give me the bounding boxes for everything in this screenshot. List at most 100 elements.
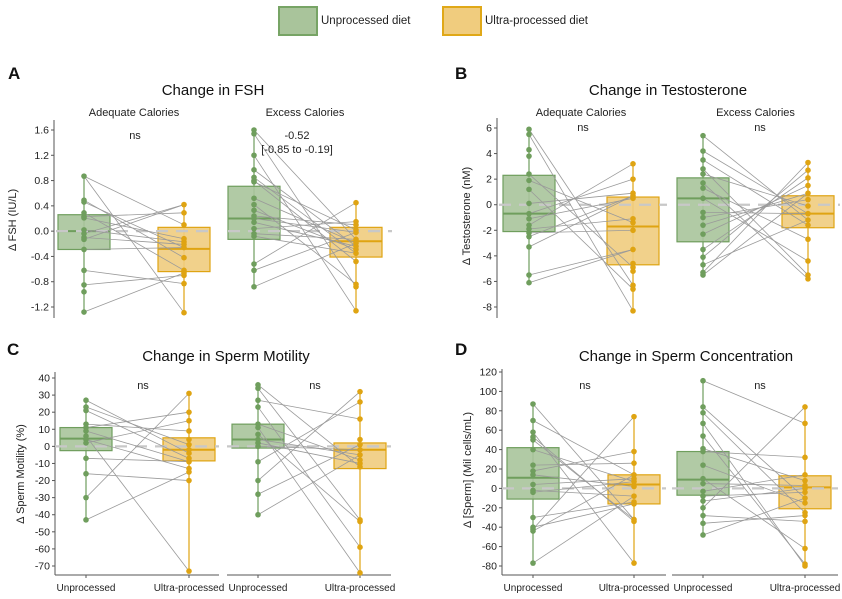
panel-b-pair-line [528, 192, 634, 204]
panel-d-y-tick-label: 80 [485, 405, 497, 417]
panel-b-pair-line [528, 180, 634, 223]
panel-c-point-ultra-processed [357, 452, 363, 458]
panel-d-point-unprocessed [530, 437, 536, 443]
panel-b-pair-line [702, 219, 809, 266]
panel-c-pair-line [257, 442, 361, 464]
panel-d-point-unprocessed [530, 528, 536, 534]
panel-c-x-tick-label: Ultra-processed [325, 583, 396, 594]
panel-a-point-unprocessed [251, 179, 257, 185]
panel-d-pair-line [702, 406, 806, 499]
panel-d-point-unprocessed [700, 404, 706, 410]
panel-b-y-tick-label: -2 [483, 225, 492, 237]
panel-a-point-unprocessed [251, 267, 257, 274]
panel-a-point-unprocessed [81, 267, 87, 274]
panel-b-pair-line [702, 135, 809, 221]
panel-a-point-ultra-processed [181, 280, 187, 287]
panel-c-pair-line [85, 457, 190, 463]
panel-b-point-unprocessed [526, 171, 532, 177]
panel-d-point-unprocessed [700, 448, 706, 455]
panel-d-point-unprocessed [530, 417, 536, 424]
panel-a-pair-line [83, 237, 185, 245]
panel-a-y-tick-label: -0.8 [31, 276, 49, 288]
panel-b-pair-line [528, 129, 634, 286]
panel-d-pair-line [702, 435, 806, 565]
panel-d-point-ultra-processed [631, 478, 637, 485]
legend-item-ultra-processed: Ultra-processed diet [442, 6, 588, 36]
panel-d-point-unprocessed [700, 377, 706, 384]
panel-b-pair-line [702, 211, 809, 215]
panel-c-point-ultra-processed [357, 416, 363, 422]
panel-a-pair-line [83, 212, 185, 271]
panel-d-annotation: ns [579, 380, 591, 392]
panel-a-pair-line [83, 175, 185, 226]
panel-d-y-tick-label: 100 [479, 386, 497, 398]
panel-c-pair-line [257, 391, 361, 481]
panel-c-pair-line [257, 423, 361, 461]
panel-b-point-ultra-processed [805, 276, 811, 282]
panel-a-pair-line [83, 272, 185, 313]
panel-b-point-unprocessed [526, 131, 532, 138]
panel-b-point-ultra-processed [805, 222, 811, 228]
panel-b-title: Change in Testosterone [589, 82, 747, 99]
panel-c-point-unprocessed [83, 470, 89, 477]
panel-c-annotation: ns [309, 380, 321, 392]
panel-d-point-ultra-processed [631, 448, 637, 455]
panel-a-point-ultra-processed [353, 283, 359, 290]
panel-b-pair-line [528, 249, 634, 276]
panel-c-point-ultra-processed [357, 464, 363, 470]
panel-b-y-tick-label: 4 [486, 148, 492, 160]
panel-d-point-unprocessed [700, 520, 706, 527]
panel-d-point-ultra-processed [802, 420, 808, 427]
panel-d-pair-line [702, 380, 806, 424]
panel-d-point-unprocessed [530, 489, 536, 496]
panel-a-point-unprocessed [81, 215, 87, 221]
panel-d-y-tick-label: 120 [479, 367, 497, 379]
panel-d-point-ultra-processed [802, 500, 808, 506]
panel-b-annotation: ns [577, 122, 589, 134]
panel-d-pair-line [532, 489, 635, 497]
panel-a-y-axis-label: Δ FSH (IU/L) [7, 189, 19, 251]
panel-b-pair-line [528, 189, 634, 290]
panel-d-point-unprocessed [700, 488, 706, 495]
panel-c-pair-line [85, 393, 190, 498]
panel-b-pair-line [702, 182, 809, 280]
panel-b-y-tick-label: 0 [486, 199, 492, 211]
panel-b-y-tick-label: 2 [486, 174, 492, 186]
panel-c-y-tick-label: 0 [44, 441, 50, 453]
panel-d-point-unprocessed [700, 505, 706, 511]
panel-c-pair-line [85, 406, 190, 446]
panel-c-point-ultra-processed [186, 390, 192, 397]
panel-d-point-ultra-processed [802, 477, 808, 484]
panel-d-point-ultra-processed [631, 413, 637, 420]
panel-d-point-unprocessed [700, 512, 706, 519]
panel-d-point-ultra-processed [802, 518, 808, 525]
panel-c-pair-line [85, 473, 190, 481]
panel-c-pair-line [85, 411, 190, 428]
panel-a-facet-label: Excess Calories [266, 107, 345, 119]
panel-c-point-unprocessed [83, 428, 89, 434]
panel-b-pair-line [702, 173, 809, 207]
panel-b-facet-label: Excess Calories [716, 107, 795, 119]
panel-d-point-ultra-processed [631, 518, 637, 525]
panel-a-y-tick-label: 1.2 [34, 150, 49, 162]
panel-b-point-ultra-processed [630, 282, 636, 289]
panel-a-point-unprocessed [81, 289, 87, 295]
panel-a-pair-line [253, 181, 357, 231]
panel-a-pair-line [253, 221, 357, 247]
panel-a-point-unprocessed [81, 309, 87, 315]
panel-c-point-ultra-processed [357, 388, 363, 395]
panel-d-point-ultra-processed [802, 495, 808, 501]
panel-b-point-ultra-processed [805, 217, 811, 223]
panel-c-point-ultra-processed [186, 450, 192, 457]
panel-b: Change in Testosterone Δ Testosterone (nM… [461, 82, 840, 318]
panel-b-point-unprocessed [700, 185, 706, 191]
panel-b-point-ultra-processed [805, 175, 811, 181]
panel-b-annotation: ns [754, 122, 766, 134]
panel-c-point-ultra-processed [357, 436, 363, 443]
panel-a-annotation: ns [129, 130, 141, 142]
panel-c-pair-line [85, 471, 190, 521]
panel-c-pair-line [257, 454, 361, 516]
panel-letter-d: D [455, 340, 468, 359]
panel-a-pair-line [83, 247, 185, 250]
panel-b-point-ultra-processed [630, 219, 636, 226]
